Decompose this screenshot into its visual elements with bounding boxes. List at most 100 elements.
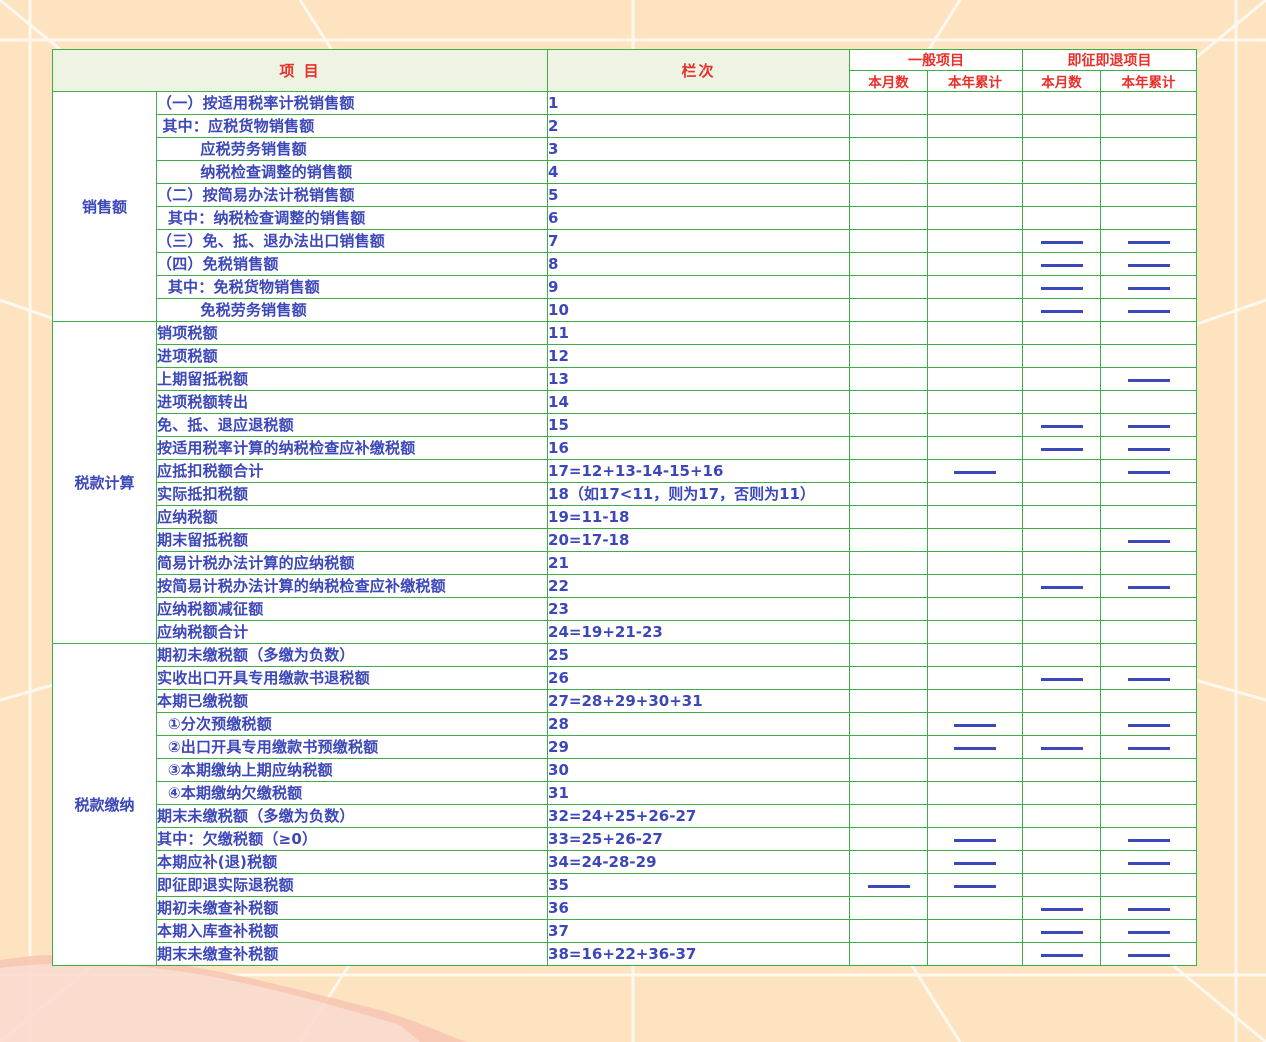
general-month-cell [849,574,929,598]
refund-month-cell [1022,942,1102,966]
item-label: 按适用税率计算的纳税检查应补缴税额 [155,436,549,460]
item-label: 进项税额转出 [155,390,549,414]
table-row: 按简易计税办法计算的纳税检查应补缴税额 22 [53,574,1198,598]
table-row: 本期应补(退)税额 34=24-28-29 [53,850,1198,874]
table-row: 销售额 （一）按适用税率计税销售额 1 [52,91,1198,322]
item-label: 简易计税办法计算的应纳税额 [155,551,549,575]
table-row: 应纳税额合计 24=19+21-23 [53,620,1198,644]
general-year-cell [927,712,1024,736]
general-year-cell [927,160,1024,184]
refund-month-cell [1022,850,1102,874]
seq-cell: 19=11-18 [547,505,851,529]
not-applicable-dash [1040,263,1083,267]
refund-month-cell [1022,137,1102,161]
refund-year-cell [1100,344,1198,368]
seq-cell: 6 [547,206,851,230]
refund-month-cell [1022,344,1102,368]
refund-month-cell [1022,229,1102,253]
item-label: 实收出口开具专用缴款书退税额 [155,666,549,690]
refund-year-cell [1100,528,1198,552]
refund-month-cell [1022,298,1102,322]
general-month-cell [849,275,929,299]
refund-year-cell [1100,643,1198,667]
general-year-cell [927,436,1024,460]
item-label: 其中：应税货物销售额 [155,114,549,138]
table-row: ④本期缴纳欠缴税额 31 [53,781,1198,805]
not-applicable-dash [1127,424,1170,428]
refund-year-cell [1100,735,1198,759]
item-label: ②出口开具专用缴款书预缴税额 [155,735,549,759]
not-applicable-dash [1127,309,1170,313]
seq-cell: 2 [547,114,851,138]
general-month-cell [849,505,929,529]
seq-cell: 26 [547,666,851,690]
general-month-cell [849,689,929,713]
general-year-cell [927,275,1024,299]
seq-cell: 28 [547,712,851,736]
general-year-cell [927,298,1024,322]
item-label: 其中：免税货物销售额 [155,275,549,299]
seq-cell: 9 [547,275,851,299]
not-applicable-dash [1127,861,1170,865]
table-row: 应纳税额减征额 23 [53,597,1198,621]
not-applicable-dash [1127,378,1170,382]
item-label: 期末未缴查补税额 [155,942,549,966]
item-label: 应税劳务销售额 [155,137,549,161]
general-year-cell [927,850,1024,874]
header-refund: 即征即退项目 [1022,49,1198,71]
general-month-cell [849,942,929,966]
item-label: 其中：欠缴税额（≥0） [155,827,549,851]
not-applicable-dash [1127,286,1170,290]
seq-cell: 8 [547,252,851,276]
refund-year-cell [1100,482,1198,506]
not-applicable-dash [1127,263,1170,267]
general-month-cell [849,206,929,230]
item-label: 免、抵、退应退税额 [155,413,549,437]
item-label: 即征即退实际退税额 [155,873,549,897]
general-month-cell [849,551,929,575]
general-year-cell [927,252,1024,276]
general-month-cell [849,344,929,368]
vat-return-table: 项 目 栏次 一般项目 即征即退项目 本月数 本年累计 本月数 本年累计 销售额… [51,49,1198,966]
general-year-cell [927,183,1024,207]
seq-cell: 34=24-28-29 [547,850,851,874]
general-year-cell [927,666,1024,690]
refund-month-cell [1022,689,1102,713]
general-year-cell [927,482,1024,506]
refund-year-cell [1100,942,1198,966]
refund-year-cell [1100,620,1198,644]
general-year-cell [927,781,1024,805]
table-row: 进项税额 12 [53,344,1198,368]
table-row: （四）免税销售额 8 [53,252,1198,276]
general-year-cell [927,229,1024,253]
not-applicable-dash [1127,907,1170,911]
general-year-cell [927,827,1024,851]
seq-cell: 21 [547,551,851,575]
table-row: 简易计税办法计算的应纳税额 21 [53,551,1198,575]
general-month-cell [849,712,929,736]
general-month-cell [849,643,929,667]
general-year-cell [927,574,1024,598]
seq-cell: 3 [547,137,851,161]
table-row: 应抵扣税额合计 17=12+13-14-15+16 [53,459,1198,483]
item-label: 本期应补(退)税额 [155,850,549,874]
refund-year-cell [1100,597,1198,621]
seq-cell: 38=16+22+36-37 [547,942,851,966]
refund-month-cell [1022,505,1102,529]
table-row: 即征即退实际退税额 35 [53,873,1198,897]
table-row: 实际抵扣税额 18（如17<11，则为17，否则为11） [53,482,1198,506]
general-month-cell [849,436,929,460]
seq-cell: 23 [547,597,851,621]
seq-cell: 30 [547,758,851,782]
item-label: 进项税额 [155,344,549,368]
refund-year-cell [1100,896,1198,920]
general-year-cell [927,505,1024,529]
not-applicable-dash [867,884,910,888]
seq-cell: 17=12+13-14-15+16 [547,459,851,483]
refund-month-cell [1022,758,1102,782]
refund-year-cell [1100,298,1198,322]
not-applicable-dash [1127,470,1170,474]
not-applicable-dash [1040,907,1083,911]
general-year-cell [927,367,1024,391]
table-row: 税款计算 销项税额 11 [52,321,1198,644]
